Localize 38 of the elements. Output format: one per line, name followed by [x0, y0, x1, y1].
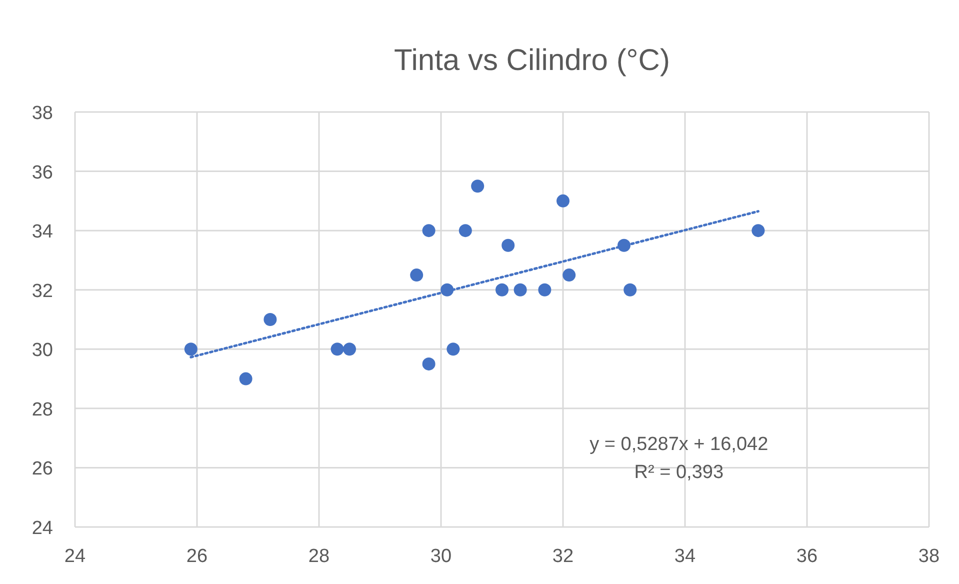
point [184, 342, 198, 356]
chart-title: Tinta vs Cilindro (°C) [394, 44, 670, 77]
point [538, 283, 552, 296]
point [410, 268, 424, 282]
point [471, 180, 484, 193]
x-tick-label: 38 [918, 546, 940, 567]
y-tick-label: 32 [32, 280, 53, 302]
x-tick-label: 34 [674, 546, 696, 567]
y-tick-label: 24 [32, 518, 54, 539]
x-tick-label: 32 [552, 546, 574, 567]
point [496, 283, 508, 296]
point [422, 357, 436, 370]
point [239, 372, 252, 386]
y-tick-label: 38 [32, 103, 53, 124]
x-tick-label: 26 [186, 546, 208, 567]
y-tick-label: 30 [32, 340, 53, 362]
point [458, 224, 472, 238]
y-tick-label: 34 [32, 222, 54, 243]
y-tick-label: 26 [32, 458, 53, 480]
point [562, 268, 576, 282]
point [343, 342, 356, 356]
y-tick-label: 28 [32, 399, 53, 420]
y-tick-label: 36 [32, 162, 53, 184]
point [422, 224, 436, 238]
annotation: y = 0,5287x + 16,042 [590, 434, 768, 455]
point [556, 194, 570, 208]
point [624, 283, 637, 296]
point [330, 342, 344, 356]
point [446, 342, 460, 356]
point [514, 283, 527, 296]
point [752, 224, 765, 238]
x-tick-label: 28 [308, 546, 330, 567]
x-tick-label: 24 [64, 546, 86, 567]
point [502, 238, 515, 252]
annotation: R² = 0,393 [634, 462, 724, 483]
x-tick-label: 36 [796, 546, 818, 567]
point [264, 313, 277, 326]
x-tick-label: 30 [430, 546, 452, 567]
